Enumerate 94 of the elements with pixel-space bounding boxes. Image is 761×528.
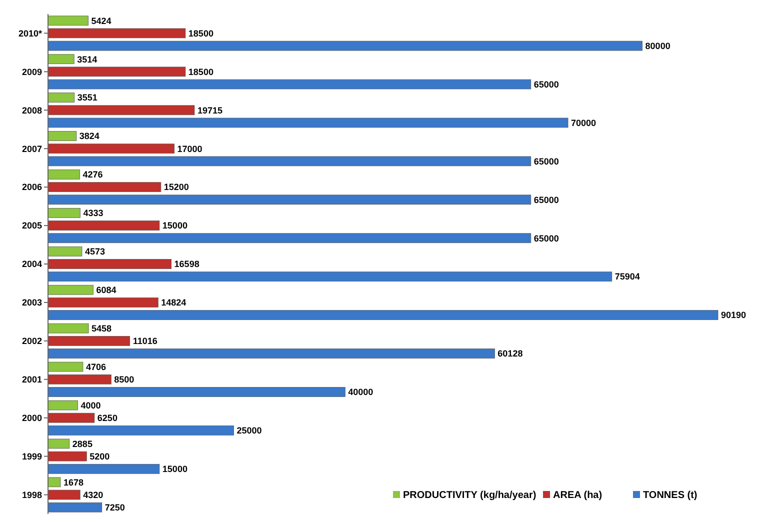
data-label: 5458 [92, 323, 112, 334]
y-tick-label: 2007 [22, 144, 42, 154]
data-label: 15000 [162, 220, 188, 231]
data-label: 1678 [63, 477, 84, 488]
bar [48, 194, 532, 205]
y-tick-label: 2001 [22, 374, 42, 385]
legend-label: PRODUCTIVITY (kg/ha/year) [403, 490, 536, 501]
data-label: 3514 [77, 54, 98, 64]
bar [48, 477, 61, 488]
data-label: 15200 [164, 182, 189, 192]
bar [48, 387, 346, 397]
data-label: 19715 [197, 105, 222, 116]
bar [48, 284, 94, 295]
bar [48, 502, 102, 512]
bar [48, 208, 80, 218]
data-label: 16598 [174, 259, 200, 270]
bar [48, 348, 495, 358]
bar [48, 233, 532, 244]
data-label: 25000 [236, 426, 262, 436]
bar [48, 156, 532, 166]
bar [48, 92, 75, 102]
data-label: 60128 [498, 348, 523, 359]
data-label: 5424 [91, 16, 112, 26]
bar [48, 336, 130, 346]
y-tick-label: 2009 [22, 66, 42, 77]
data-label: 4000 [80, 400, 101, 410]
bar [48, 79, 532, 90]
bar [48, 131, 77, 141]
bar [48, 220, 160, 230]
data-label: 65000 [534, 79, 559, 90]
data-label: 65000 [534, 156, 559, 166]
y-tick-label: 2010* [18, 28, 42, 38]
legend-label: AREA (ha) [553, 490, 602, 501]
bar [48, 246, 82, 256]
bar [48, 298, 158, 308]
data-label: 75904 [614, 272, 640, 282]
data-label: 4276 [82, 170, 103, 180]
bar [48, 144, 174, 154]
bar [48, 310, 718, 320]
data-label: 4320 [83, 490, 104, 500]
data-label: 18500 [188, 66, 214, 77]
y-tick-label: 2000 [22, 412, 42, 423]
bar [48, 66, 186, 77]
bar [48, 374, 112, 384]
data-label: 17000 [177, 144, 202, 154]
bar [48, 16, 88, 26]
bar [48, 400, 78, 410]
data-label: 6250 [97, 412, 118, 423]
bar [48, 259, 172, 269]
data-label: 65000 [534, 194, 559, 205]
data-label: 11016 [132, 336, 158, 346]
data-label: 3824 [79, 131, 100, 142]
y-tick-label: 1998 [22, 490, 42, 500]
data-label: 2885 [72, 438, 92, 449]
data-label: 4706 [86, 362, 106, 372]
bar [48, 118, 568, 128]
bar [48, 426, 234, 436]
data-label: 40000 [348, 387, 374, 398]
data-label: 7250 [104, 502, 125, 513]
bar [48, 170, 80, 180]
data-label: 18500 [188, 28, 214, 38]
data-label: 70000 [571, 118, 596, 128]
bar [48, 182, 162, 192]
bar [48, 490, 80, 500]
y-tick-label: 2002 [22, 336, 42, 346]
data-label: 3551 [77, 92, 98, 103]
bar [48, 323, 89, 334]
y-tick-label: 2004 [22, 259, 42, 270]
data-label: 90190 [721, 310, 746, 320]
bar [48, 272, 612, 282]
data-label: 5200 [90, 451, 110, 462]
bar [48, 464, 160, 474]
data-label: 80000 [645, 40, 670, 51]
bar [48, 362, 84, 372]
data-label: 14824 [161, 298, 186, 308]
y-tick-label: 1999 [22, 451, 42, 462]
bar [48, 412, 95, 423]
bar [48, 438, 70, 449]
y-tick-label: 2006 [22, 182, 42, 192]
data-label: 65000 [534, 233, 559, 244]
bar [48, 28, 186, 38]
y-tick-label: 2005 [22, 220, 42, 231]
data-label: 15000 [162, 464, 188, 474]
data-label: 8500 [114, 374, 134, 385]
bar [48, 451, 87, 462]
bar [48, 105, 195, 116]
data-label: 6084 [96, 285, 116, 296]
legend-label: TONNES (t) [643, 490, 698, 501]
y-tick-label: 2003 [22, 298, 42, 308]
data-label: 4573 [84, 246, 106, 257]
y-tick-label: 2008 [22, 105, 42, 116]
bar [48, 54, 74, 64]
data-label: 4333 [83, 208, 104, 218]
bar [48, 40, 642, 51]
